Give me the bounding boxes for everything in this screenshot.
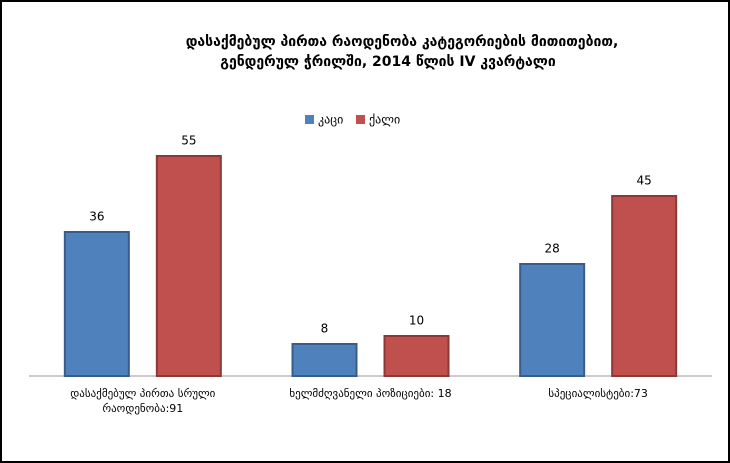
chart-title: გენდერულ ჭრილში, 2014 წლის IV კვარტალი (220, 54, 556, 70)
legend-label: ქალი (369, 113, 400, 127)
x-tick-label: დასაქმებულ პირთა სრული რაოდენობა:91 (70, 387, 216, 415)
legend-label: კაცი (318, 113, 343, 127)
bar (155, 155, 222, 377)
bar (291, 343, 358, 377)
bar (383, 335, 450, 377)
bar (63, 231, 130, 377)
x-tick-label: ხელმძღვანელი პოზიციები: 18 (289, 387, 452, 400)
data-label: 8 (321, 322, 329, 336)
legend-swatch (356, 115, 365, 124)
bar (519, 263, 586, 377)
legend-swatch (305, 115, 314, 124)
data-label: 45 (637, 174, 652, 188)
bar (611, 195, 678, 377)
data-label: 10 (409, 314, 424, 328)
data-label: 55 (181, 134, 196, 148)
data-label: 28 (545, 242, 560, 256)
data-label: 36 (89, 210, 104, 224)
chart-title: დასაქმებულ პირთა რაოდენობა კატეგორიების … (186, 34, 619, 50)
x-tick-label: სპეციალისტები:73 (548, 387, 648, 400)
